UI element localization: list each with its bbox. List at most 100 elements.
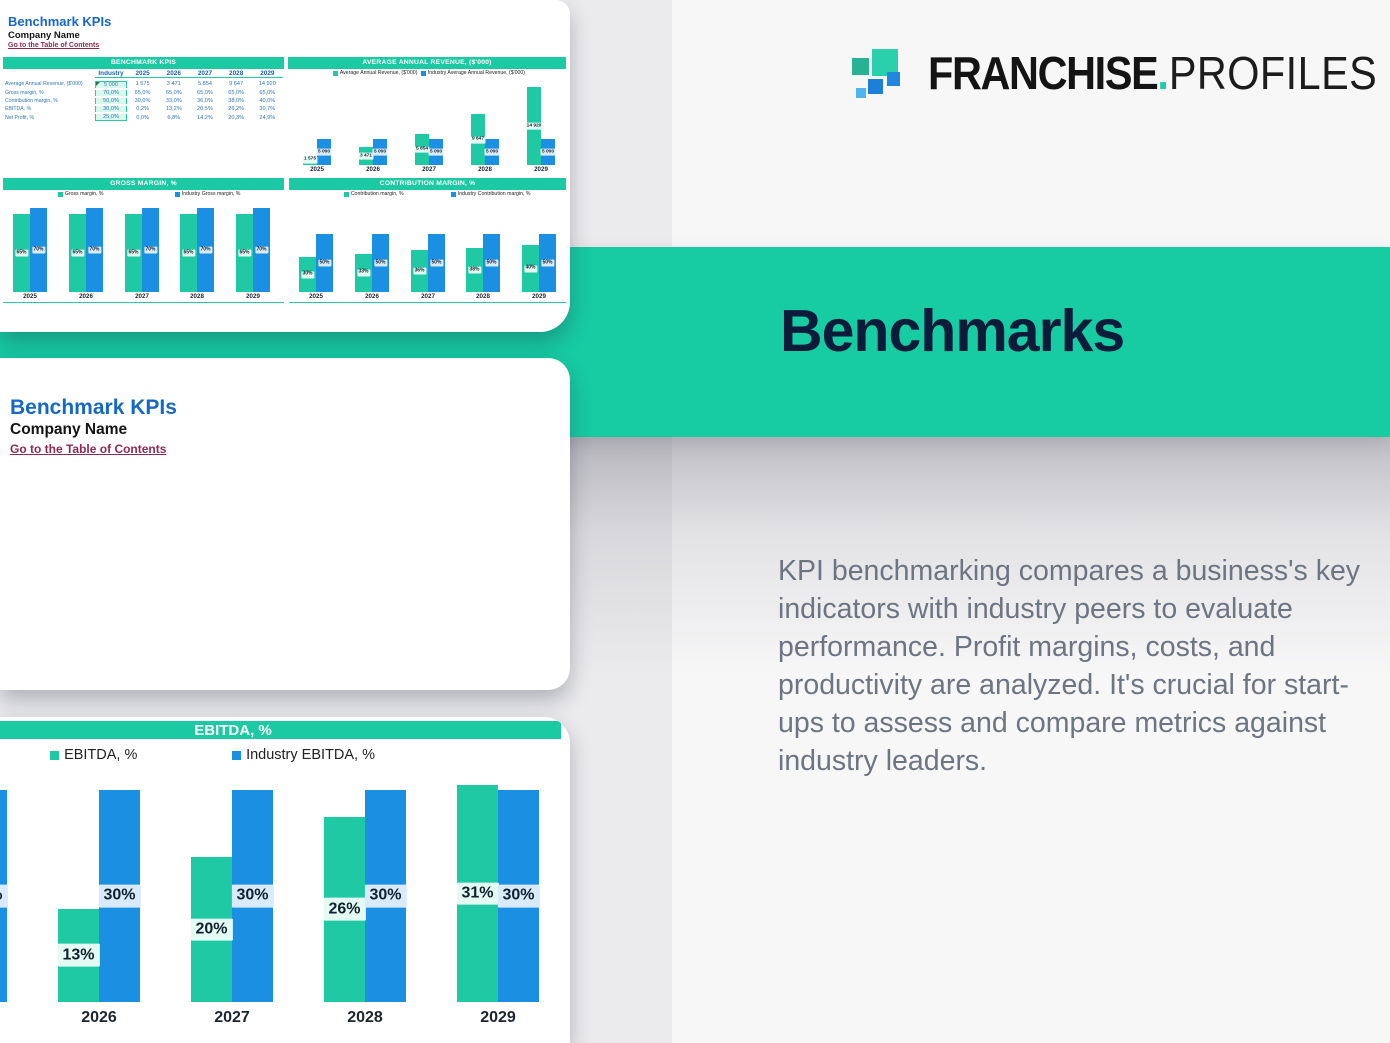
axis-year-label: 2029 — [534, 166, 548, 173]
chart-title: EBITDA, % — [194, 721, 272, 739]
table-cell: 6,8% — [167, 114, 181, 121]
bar-value-label: 65% — [237, 249, 252, 257]
table-cell: 26,2% — [228, 106, 245, 113]
company-name: Company Name — [10, 421, 128, 438]
logo-square-icon — [872, 49, 898, 76]
table-row-label: Net Profit, % — [5, 114, 35, 121]
bar-value-label: 9 647 — [470, 136, 486, 144]
axis-year-label: 2025 — [23, 293, 37, 300]
description-text: KPI benchmarking compares a business's k… — [778, 554, 1361, 777]
table-cell: 40,0% — [259, 97, 276, 104]
bar-value-label: 65% — [181, 249, 196, 257]
legend-item: Contribution margin, % — [344, 191, 404, 197]
table-cell: 30,0% — [95, 106, 127, 113]
table-row-label: Gross margin, % — [5, 89, 44, 96]
table-body: Industry 2025 2026 2027 2028 2029 Average Annu… — [3, 69, 284, 122]
axis-year-label: 2029 — [532, 293, 546, 300]
axis-year-label: 2029 — [480, 1009, 516, 1026]
legend-item: Industry Average Annual Revenue, ($'000) — [421, 70, 525, 76]
bar-value-label: 30% — [0, 884, 8, 908]
bar-value-label: 30% — [98, 884, 141, 908]
legend-item: EBITDA, % — [50, 747, 137, 763]
bar-value-label: 70% — [87, 246, 102, 254]
table-header-cell: 2028 — [220, 70, 252, 79]
bar-value-label: 31% — [456, 882, 499, 906]
table-cell: 30,0% — [134, 97, 151, 104]
chart-plot: 65% 70% 2025 65% 70% 2026 65% 70% 2027 65% 70% 2028… — [3, 176, 284, 302]
axis-year-label: 2028 — [478, 166, 492, 173]
table-row-label: Average Annual Revenue, ($'000) — [5, 81, 83, 88]
legend-item: Industry EBITDA, % — [232, 747, 375, 763]
logo-square-icon — [856, 88, 866, 98]
chart-plot: 1 575 5 000 2025 3 471 5 000 2026 5 854 5 000 20… — [288, 55, 566, 176]
table-title: BENCHMARK KPIS — [110, 59, 177, 67]
axis-year-label: 2025 — [310, 166, 324, 173]
sheet-title: Benchmark KPIs — [8, 14, 112, 29]
axis-year-label: 2028 — [347, 1009, 383, 1026]
table-cell: 30,7% — [259, 106, 276, 113]
bar-value-label: 5 854 — [414, 146, 430, 154]
table-of-contents-link[interactable]: Go to the Table of Contents — [8, 42, 100, 49]
table-header-cell: 2027 — [189, 70, 221, 79]
axis-year-label: 2028 — [476, 293, 490, 300]
legend-swatch-blue-icon — [175, 191, 180, 197]
table-row: EBITDA, % 30,0% 0,2% 13,2% 20,5% 26,2% 30,7% — [3, 105, 284, 113]
bar-value-label: 30% — [300, 270, 315, 279]
table-header-cell: 2029 — [251, 70, 283, 79]
chart-title: CONTRIBUTION MARGIN, % — [379, 180, 476, 188]
brand-name-bold: FRANCHISE — [928, 47, 1159, 99]
table-row-label: Contribution margin, % — [5, 97, 58, 104]
bar-value-label: 50% — [429, 258, 444, 267]
bar-value-label: 70% — [143, 246, 158, 254]
bar-value-label: 30% — [364, 884, 407, 908]
table-cell: 0,0% — [136, 114, 149, 121]
bar-value-label: 50% — [373, 258, 388, 267]
table-cell: 0,2% — [136, 106, 149, 113]
legend-swatch-blue-icon — [451, 191, 456, 197]
table-cell: 5 000 — [95, 80, 127, 88]
bar-value-label: 65% — [14, 249, 29, 257]
ebitda-chart: 0%30%202513%30%202620%30%202726%30%20283… — [0, 717, 570, 1043]
axis-year-label: 2027 — [214, 1009, 250, 1026]
bar-value-label: 50% — [484, 258, 499, 267]
page-title: Benchmarks — [780, 298, 1125, 364]
axis-year-label: 2029 — [246, 293, 260, 300]
table-cell: 14 920 — [258, 81, 276, 88]
table-header-cell: 2025 — [127, 70, 159, 79]
axis-year-label: 2026 — [365, 293, 379, 300]
table-cell: 65,0% — [134, 89, 151, 96]
table-row: Net Profit, % 25,0% 0,0% 6,8% 14,2% 20,3% 24,9… — [3, 114, 284, 122]
bar-value-label: 50% — [317, 258, 332, 267]
gross-margin-chart: GROSS MARGIN, % Gross margin, % Industry… — [3, 176, 284, 303]
legend-swatch-blue-icon — [421, 70, 426, 76]
bar-value-label: 13% — [57, 943, 100, 967]
legend-swatch-blue-icon — [232, 750, 241, 760]
table-cell: 65,0% — [197, 89, 213, 96]
bar-value-label: 26% — [323, 898, 366, 921]
table-of-contents-link[interactable]: Go to the Table of Contents — [10, 442, 167, 456]
table-cell: 65,0% — [228, 89, 245, 96]
table-cell: 5 854 — [197, 81, 212, 88]
bar-value-label: 65% — [126, 249, 141, 257]
brand-name-light: PROFILES — [1168, 47, 1378, 99]
table-header-row: Industry 2025 2026 2027 2028 2029 — [3, 69, 284, 81]
table-cell: 50,0% — [95, 97, 127, 104]
bar-value-label: 70% — [254, 246, 269, 254]
bar-value-label: 36% — [412, 267, 427, 275]
bar-value-label: 5 000 — [316, 148, 332, 156]
brand-wordmark: FRANCHISE.PROFILES — [928, 46, 1377, 100]
legend-item: Gross margin, % — [58, 191, 103, 197]
logo-square-icon — [868, 79, 883, 94]
axis-year-label: 2028 — [190, 293, 204, 300]
kpi-table-card: Benchmark KPIs Company Name Go to the Ta… — [0, 358, 570, 690]
chart-title-band: CONTRIBUTION MARGIN, % — [289, 178, 566, 190]
logo-square-icon — [887, 72, 900, 86]
dashboard-preview-card: Benchmark KPIs Company Name Go to the Ta… — [0, 0, 570, 332]
chart-title: AVERAGE ANNUAL REVENUE, ($'000) — [362, 59, 492, 67]
bar-value-label: 30% — [231, 884, 274, 908]
table-cell: 1 575 — [135, 81, 150, 88]
axis-year-label: 2026 — [81, 1009, 117, 1026]
table-cell: 65,0% — [259, 89, 276, 96]
bar-value-label: 50% — [540, 258, 555, 267]
